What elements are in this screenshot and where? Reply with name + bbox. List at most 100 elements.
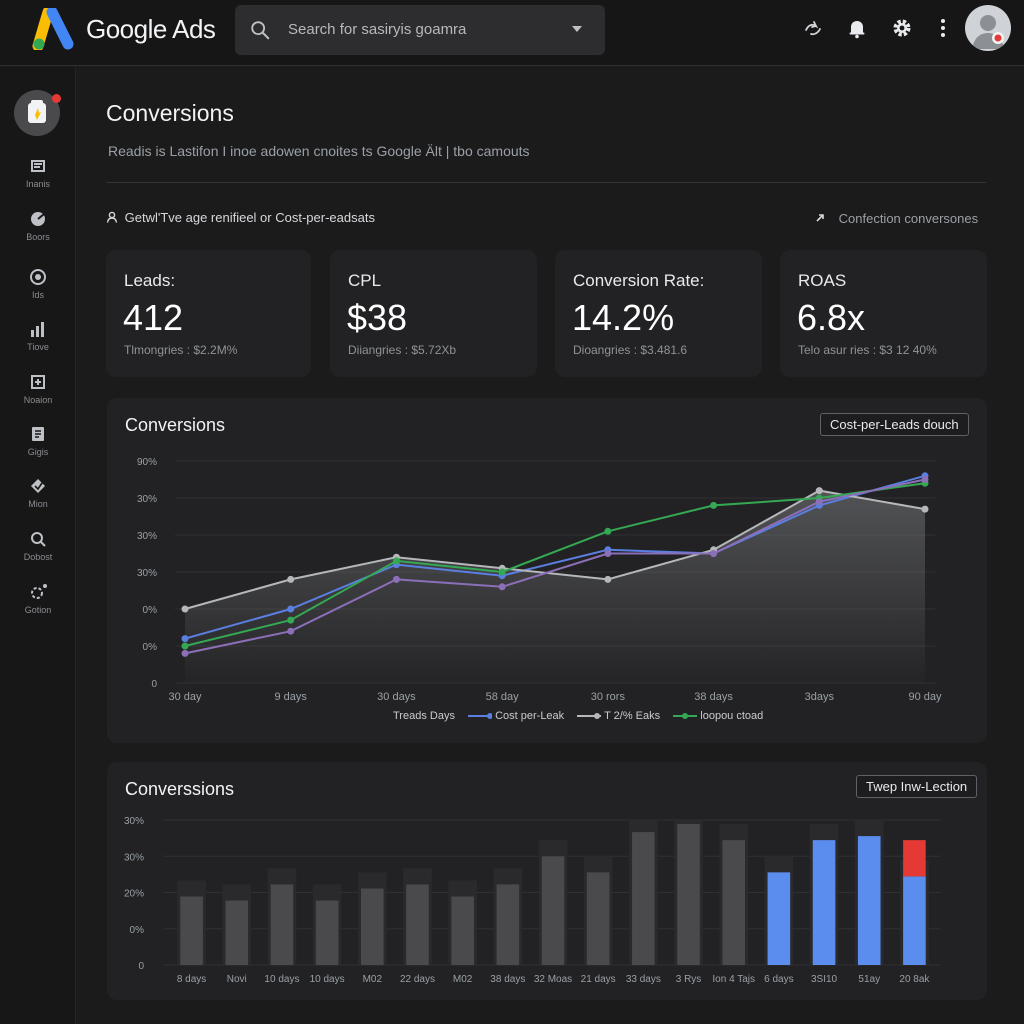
- data-point: [498, 568, 506, 576]
- bell-icon[interactable]: [845, 16, 869, 40]
- filter-row[interactable]: Getwl'Tve age renifieel or Cost-per-eads…: [106, 210, 375, 225]
- data-point: [710, 501, 718, 509]
- cpl-card[interactable]: CPL $38 Diiangries : $5.72Xb: [330, 250, 537, 377]
- arrow-icon: [816, 214, 824, 222]
- bar: [632, 832, 655, 965]
- card-value: 6.8x: [797, 297, 866, 338]
- y-tick-label: 30%: [137, 494, 157, 505]
- x-tick-label: 30 days: [377, 691, 416, 703]
- legend-item[interactable]: loopou ctoad: [673, 710, 763, 722]
- sidebar-item-dobost[interactable]: Dobost: [0, 530, 76, 562]
- data-point: [392, 575, 400, 583]
- data-point: [181, 649, 189, 657]
- card-value: 14.2%: [572, 297, 675, 338]
- line-chart-title: Conversions: [125, 415, 226, 435]
- legend-item[interactable]: T 2/% Eaks: [577, 710, 660, 722]
- data-point: [287, 575, 295, 583]
- bar-chart-title: Converssions: [125, 779, 235, 799]
- bar: [722, 840, 745, 965]
- legend-item[interactable]: Treads Days: [393, 710, 455, 722]
- line-chart-legend: Treads Days Cost per-Leak T 2/% Eaks loo…: [393, 710, 773, 722]
- y-tick-label: 0: [138, 961, 144, 972]
- sidebar-item-inanis[interactable]: Inanis: [0, 157, 76, 189]
- legend-label: loopou ctoad: [700, 710, 764, 723]
- bar: [225, 900, 249, 965]
- x-tick-label: 38 days: [694, 691, 733, 703]
- search-input[interactable]: Search for sasiryis goamra: [288, 21, 467, 38]
- sidebar-item-noaion[interactable]: Noaion: [0, 373, 76, 405]
- line-chart-panel: Conversions Cost-per-Leads douch 90% 30% 3…: [107, 398, 987, 743]
- x-tick-label: M02: [363, 974, 383, 985]
- y-tick-label: 20%: [124, 889, 144, 900]
- data-point: [815, 498, 823, 506]
- x-tick-label: 58 day: [486, 691, 520, 703]
- search-icon: [251, 21, 270, 40]
- x-tick-label: 6 days: [764, 974, 793, 985]
- series-line: [184, 482, 926, 647]
- filter-label: Getwl'Tve age renifieel or Cost-per-eads…: [124, 210, 375, 225]
- sidebar-item-mion[interactable]: Mion: [0, 477, 76, 509]
- conversions-link[interactable]: Confection conversones: [815, 211, 978, 226]
- data-point: [921, 505, 929, 513]
- view-selection-button[interactable]: Twep Inw-Lection: [856, 775, 978, 798]
- y-tick-label: 0%: [130, 925, 145, 936]
- card-label: Conversion Rate:: [573, 271, 705, 290]
- search-bar[interactable]: Search for sasiryis goamra: [235, 5, 605, 55]
- avatar[interactable]: [965, 5, 1011, 51]
- x-tick-label: 32 Moas: [534, 974, 572, 985]
- sidebar-item-boors[interactable]: Boors: [0, 210, 76, 242]
- card-subtext: Dioangries : $3.481.6: [573, 343, 688, 357]
- x-tick-label: 3days: [805, 691, 835, 703]
- x-tick-label: 3SI10: [811, 974, 838, 985]
- legend-label: Treads Days: [393, 710, 455, 723]
- card-label: Leads:: [124, 271, 176, 290]
- conversion-rate-card[interactable]: Conversion Rate: 14.2% Dioangries : $3.4…: [555, 250, 762, 377]
- bar: [270, 884, 294, 965]
- bar: [586, 872, 610, 965]
- series-line: [184, 478, 926, 655]
- bar-chart-icon: [31, 322, 44, 337]
- legend-swatch: [673, 713, 698, 720]
- create-button[interactable]: [14, 90, 60, 136]
- line-chart: 90% 30% 30% 30% 0% 0% 0 30 day 9 days 30 days 58 d…: [137, 457, 942, 703]
- data-point: [181, 635, 189, 643]
- bar: [451, 896, 474, 965]
- sidebar-item-ids[interactable]: Ids: [0, 268, 76, 300]
- sidebar-item-label: Gotion: [24, 605, 52, 615]
- sidebar-item-tiove[interactable]: Tiove: [0, 320, 76, 352]
- leads-card[interactable]: Leads: 412 Tlmongries : $2.2M%: [106, 250, 311, 377]
- chevron-down-icon[interactable]: [570, 24, 584, 34]
- page-subtitle: Readis is Lastifon I inoe adowen cnoites…: [108, 143, 530, 159]
- google-ads-logo-icon[interactable]: [30, 8, 78, 50]
- y-tick-label: 30%: [137, 568, 157, 579]
- roas-card[interactable]: ROAS 6.8x Telo asur ries : $3 12 40%: [780, 250, 987, 377]
- bar: [496, 884, 520, 965]
- x-tick-label: 38 days: [490, 974, 525, 985]
- conversions-link-label: Confection conversones: [838, 211, 979, 226]
- bar: [677, 824, 700, 965]
- user-avatar-icon: [972, 15, 1004, 49]
- sidebar-item-gotion[interactable]: Gotion: [0, 583, 76, 615]
- bar: [857, 836, 881, 965]
- tools-icon: [31, 375, 45, 389]
- gear-icon[interactable]: [890, 16, 914, 40]
- area-fill: [185, 490, 925, 683]
- brand-name: Google Ads: [86, 14, 216, 44]
- legend-label: Cost per-Leak: [495, 710, 565, 723]
- x-tick-label: 21 days: [581, 974, 616, 985]
- sidebar-item-gigis[interactable]: Gigis: [0, 425, 76, 457]
- share-icon[interactable]: [801, 16, 825, 40]
- goals-icon: [31, 212, 45, 226]
- data-point: [287, 616, 295, 624]
- cost-per-lead-button[interactable]: Cost-per-Leads douch: [820, 413, 969, 436]
- data-point: [287, 627, 295, 635]
- more-vert-icon[interactable]: [931, 16, 955, 40]
- bar-chart-panel: Converssions Twep Inw-Lection 30% 30% 20% 0…: [107, 762, 987, 1000]
- data-point: [604, 550, 612, 557]
- legend-item[interactable]: Cost per-Leak: [468, 710, 564, 722]
- x-tick-label: Novi: [227, 974, 247, 985]
- card-subtext: Tlmongries : $2.2M%: [124, 343, 238, 357]
- sidebar-item-label: Noaion: [23, 395, 53, 405]
- data-point: [815, 487, 823, 495]
- x-tick-label: Ion 4 Tajs: [712, 974, 755, 985]
